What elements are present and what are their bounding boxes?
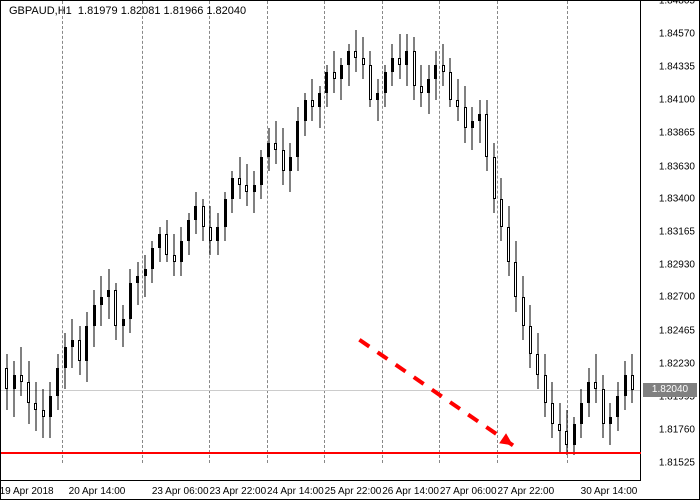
- chart-symbol: GBPAUD: [9, 5, 55, 17]
- x-axis-label: 26 Apr 14:00: [382, 486, 439, 497]
- x-axis-label: 23 Apr 22:00: [209, 486, 266, 497]
- y-axis-label: 1.82465: [659, 325, 695, 336]
- candlestick-chart: GBPAUD,H1 1.81979 1.82081 1.81966 1.8204…: [0, 0, 700, 500]
- x-axis-label: 27 Apr 22:00: [497, 486, 554, 497]
- chart-title: GBPAUD,H1 1.81979 1.82081 1.81966 1.8204…: [9, 5, 246, 17]
- plot-area[interactable]: [1, 1, 641, 481]
- x-axis-label: 27 Apr 06:00: [440, 486, 497, 497]
- y-axis-label: 1.81525: [659, 458, 695, 469]
- ohlc-open: 1.81979: [78, 5, 118, 17]
- chart-timeframe: H1: [58, 5, 72, 17]
- x-axis-label: 24 Apr 14:00: [267, 486, 324, 497]
- y-axis-label: 1.84100: [659, 95, 695, 106]
- y-axis: 1.84805 1.84570 1.84335 1.84100 1.83865 1.836…: [640, 1, 699, 481]
- x-axis-label: 20 Apr 14:00: [69, 486, 126, 497]
- x-axis-label: 19 Apr 2018: [0, 486, 54, 497]
- x-axis-label: 25 Apr 22:00: [325, 486, 382, 497]
- y-axis-label: 1.81760: [659, 424, 695, 435]
- y-axis-label: 1.82230: [659, 358, 695, 369]
- y-axis-label: 1.83165: [659, 227, 695, 238]
- y-axis-label: 1.84335: [659, 62, 695, 73]
- current-price-tag: 1.82040: [643, 383, 697, 397]
- ohlc-low: 1.81966: [164, 5, 204, 17]
- ohlc-close: 1.82040: [206, 5, 246, 17]
- y-axis-label: 1.83865: [659, 128, 695, 139]
- vertical-gridline: [497, 1, 498, 463]
- y-axis-label: 1.83400: [659, 193, 695, 204]
- vertical-gridline: [567, 1, 568, 463]
- ohlc-high: 1.82081: [121, 5, 161, 17]
- y-axis-label: 1.82930: [659, 260, 695, 271]
- x-axis-label: 23 Apr 06:00: [152, 486, 209, 497]
- vertical-gridline: [142, 1, 143, 463]
- y-axis-label: 1.82700: [659, 292, 695, 303]
- x-axis-label: 30 Apr 14:00: [581, 486, 638, 497]
- vertical-gridline: [382, 1, 383, 463]
- vertical-gridline: [439, 1, 440, 463]
- vertical-gridline: [62, 1, 63, 463]
- y-axis-label: 1.83630: [659, 161, 695, 172]
- vertical-gridline: [267, 1, 268, 463]
- y-axis-label: 1.84570: [659, 29, 695, 40]
- support-line-annotation: [1, 452, 641, 454]
- y-axis-label: 1.84805: [659, 0, 695, 7]
- vertical-gridline: [324, 1, 325, 463]
- x-axis: 19 Apr 2018 20 Apr 14:00 23 Apr 06:0023 Ap…: [1, 480, 641, 499]
